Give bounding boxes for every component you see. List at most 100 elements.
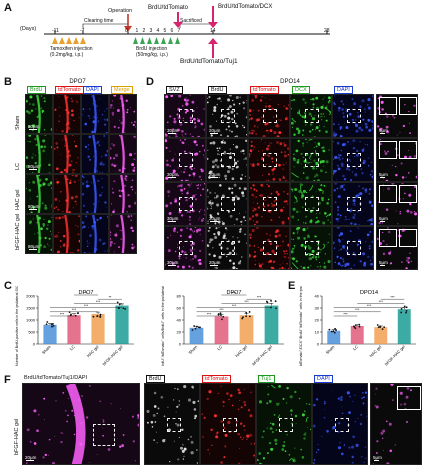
timeline-svg (44, 6, 330, 58)
timeline-tick-label: 14 (210, 28, 216, 34)
panel-d-image-cell: 20μm (206, 226, 248, 270)
panel-d-header-3: DCX (292, 86, 310, 94)
scale-bar-label: 80μm (28, 164, 40, 169)
y-tick-label: 0 (179, 342, 182, 347)
zoom-subinset (397, 386, 421, 410)
timeline-tick-label: -7 (80, 28, 85, 34)
data-point (52, 322, 54, 325)
data-point (352, 325, 355, 328)
scale-bar-label: 5μm (379, 216, 388, 221)
panel-d-image-cell: 20μm (206, 94, 248, 138)
scale-bar (210, 177, 218, 178)
scale-bar (168, 221, 176, 222)
micrograph-r (201, 385, 255, 464)
bar (43, 324, 57, 344)
panel-d-header-4: DAPI (334, 86, 353, 94)
timeline-tick-label: 4 (156, 28, 160, 34)
x-tick-label: Sham (187, 344, 198, 355)
data-point (333, 331, 336, 334)
panel-d-image-cell (290, 138, 332, 182)
panel-b-image-cell (81, 214, 109, 254)
chart-c2: DPO7 BrdU⁺/tdTomato⁺ cells/BrdU⁺ cells in… (148, 273, 292, 367)
scale-bar-label: 80μm (28, 124, 40, 129)
micrograph-r (249, 95, 289, 137)
zoom-subinset (399, 141, 417, 159)
micrograph-m (110, 95, 136, 133)
bar (350, 326, 364, 344)
data-point (193, 325, 195, 327)
panel-b-image-cell (81, 134, 109, 174)
panel-d-zoom-inset: 5μm (376, 226, 418, 270)
panel-d-image-cell (248, 138, 290, 182)
data-point (219, 314, 222, 316)
scale-bar (29, 249, 37, 250)
data-point (354, 324, 357, 327)
data-point (400, 308, 403, 310)
zoom-subinset (379, 141, 397, 159)
timeline-tick-label: 2 (142, 28, 146, 34)
scale-bar (168, 177, 176, 178)
roi-box (335, 418, 349, 432)
scale-bar-label: 5μm (379, 172, 388, 177)
data-point (222, 315, 225, 318)
brdu-injection-label: BrdU injection (50mg/kg, i.p.) (136, 46, 168, 58)
panel-d-header-0: SVZ (166, 86, 183, 94)
micrograph-b (82, 175, 108, 213)
scale-bar-label: 20μm (209, 172, 221, 177)
micrograph-b (82, 95, 108, 133)
data-point (405, 309, 408, 312)
panel-f-header-0: BrdU (146, 375, 165, 383)
timeline-tick-label: 3 (149, 28, 153, 34)
x-tick-label: LC (216, 344, 223, 351)
x-tick-label: bFGF-HAC gel (101, 344, 123, 366)
bar (374, 327, 388, 344)
data-point (266, 301, 269, 304)
micrograph-w (207, 183, 247, 225)
zoom-subinset (399, 229, 417, 247)
operation-label: Operation (108, 8, 133, 14)
panel-f-header-3: DAPI (314, 375, 333, 383)
panel-f-image-cell (144, 383, 200, 465)
micrograph-m (110, 135, 136, 173)
roi-box (347, 153, 361, 167)
x-tick-label: Sham (325, 344, 336, 355)
roi-box (179, 241, 193, 255)
scale-bar-label: 80μm (28, 244, 40, 249)
significance-label: ** (85, 291, 88, 295)
panel-d-image-cell: 30μm (164, 226, 206, 270)
micrograph-g (291, 227, 331, 269)
significance-label: *** (84, 304, 89, 308)
x-tick-label: HAC gel (234, 344, 248, 358)
tamoxifen-arrows (52, 37, 86, 44)
zoom-subinset (399, 97, 417, 115)
micrograph-m (377, 227, 417, 269)
data-point (69, 314, 72, 317)
micrograph-w (207, 95, 247, 137)
data-point (217, 313, 220, 315)
chart-e-svg: DPO14 BrdU⁺/tdTomato⁺/DCX⁺/BrdU⁺/tdTomato… (299, 263, 416, 377)
panel-label-d: D (146, 76, 154, 88)
micrograph-b (333, 183, 373, 225)
panel-d-image-cell: 30μm (164, 94, 206, 138)
x-tick-label: Sham (41, 344, 52, 355)
chart-c2-svg: DPO7 BrdU⁺/tdTomato⁺ cells/BrdU⁺ cells in… (161, 273, 284, 367)
panel-b-image-cell (53, 174, 81, 214)
panel-d-title: DPO14 (280, 79, 300, 85)
bar (264, 305, 279, 344)
roi-box (179, 197, 193, 211)
micrograph-b (84, 135, 108, 173)
panel-b-image-cell: 80μm (25, 174, 53, 214)
roi-box (263, 109, 277, 123)
x-tick-label: HAC gel (368, 344, 382, 358)
panel-d-image-cell (290, 182, 332, 226)
micrograph-g (291, 139, 331, 181)
significance-label: *** (232, 291, 237, 295)
panel-b-header-2: DAPI (83, 86, 102, 94)
y-tick-label: 0 (33, 342, 36, 347)
bar (115, 305, 129, 344)
significance-label: *** (72, 308, 77, 312)
panel-f-image-cell (200, 383, 256, 465)
data-point (332, 330, 335, 333)
experiment-timeline: (Days) -11 -7 0 1 2 3 4 5 6 7 14 28 Clearing time O… (20, 4, 420, 74)
brdu-tdtomato-label: BrdU/tdTomato (148, 5, 189, 11)
